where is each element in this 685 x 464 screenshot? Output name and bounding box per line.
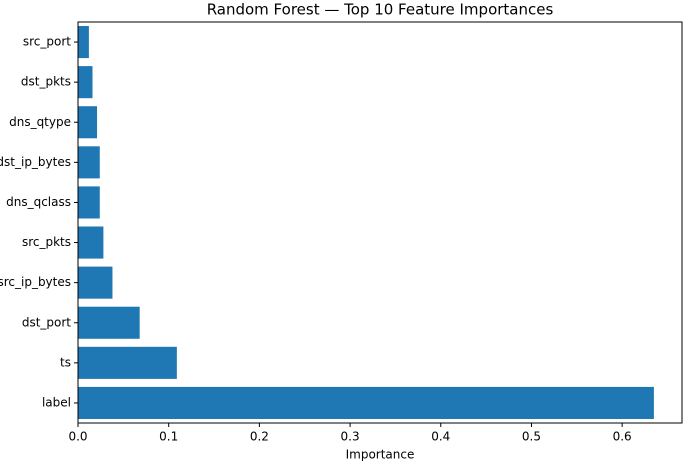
x-tick-label: 0.2: [250, 430, 269, 444]
y-tick-label: dst_port: [22, 315, 71, 329]
x-tick-label: 0.4: [431, 430, 450, 444]
y-tick-label: dst_pkts: [21, 75, 71, 89]
y-tick-label: dns_qtype: [9, 115, 71, 129]
bar: [78, 346, 177, 379]
x-tick-label: 0.6: [613, 430, 632, 444]
x-axis-label: Importance: [346, 448, 415, 462]
y-tick-label: src_pkts: [22, 235, 71, 249]
bar: [78, 146, 100, 179]
bar: [78, 186, 100, 219]
y-tick-label: dst_ip_bytes: [0, 155, 71, 169]
y-tick-label: label: [42, 395, 71, 409]
bar: [78, 226, 104, 259]
x-tick-label: 0.5: [522, 430, 541, 444]
y-tick-label: dns_qclass: [6, 195, 71, 209]
chart-title: Random Forest — Top 10 Feature Importanc…: [207, 1, 554, 19]
x-tick-label: 0.3: [341, 430, 360, 444]
plot-frame: [77, 21, 683, 424]
x-tick-label: 0.0: [68, 430, 87, 444]
bar: [78, 66, 93, 99]
bar: [78, 386, 654, 419]
bar: [78, 106, 98, 139]
y-tick-label: src_port: [23, 35, 71, 49]
y-tick-label: src_ip_bytes: [0, 275, 71, 289]
bar: [78, 306, 140, 339]
x-tick-label: 0.1: [159, 430, 178, 444]
bar: [78, 266, 113, 299]
y-tick-label: ts: [60, 355, 71, 369]
bar: [78, 26, 89, 59]
